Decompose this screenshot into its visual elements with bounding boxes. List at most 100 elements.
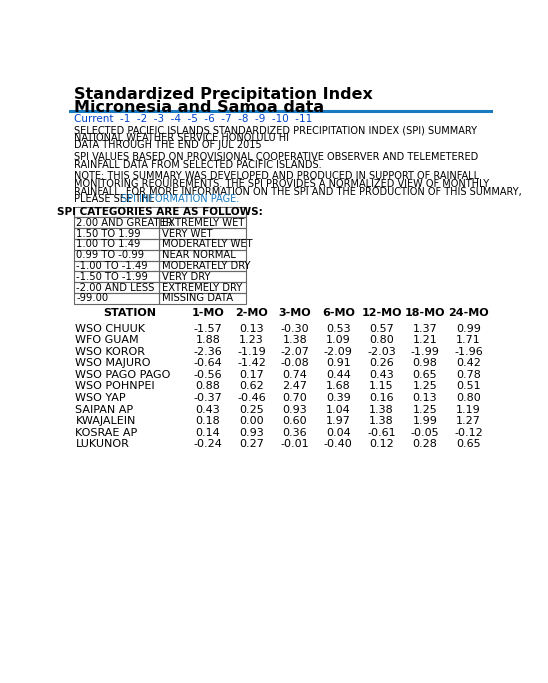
Bar — [159, 293, 246, 304]
Text: VERY WET: VERY WET — [162, 229, 212, 238]
Text: 0.25: 0.25 — [239, 404, 264, 415]
Bar — [74, 293, 159, 304]
Text: 0.65: 0.65 — [456, 439, 481, 449]
Text: 1.25: 1.25 — [413, 382, 437, 391]
Text: WSO MAJURO: WSO MAJURO — [76, 359, 151, 368]
Text: 1.23: 1.23 — [239, 335, 264, 346]
Text: 2-MO: 2-MO — [235, 308, 268, 318]
Text: 1.38: 1.38 — [369, 416, 394, 426]
Text: MONITORING REQUIREMENTS. THE SPI PROVIDES A NORMALIZED VIEW OF MONTHLY: MONITORING REQUIREMENTS. THE SPI PROVIDE… — [74, 179, 489, 189]
Text: 0.93: 0.93 — [239, 428, 264, 438]
Text: 1.09: 1.09 — [326, 335, 351, 346]
Text: RAINFALL DATA FROM SELECTED PACIFIC ISLANDS.: RAINFALL DATA FROM SELECTED PACIFIC ISLA… — [74, 160, 322, 170]
Text: 0.65: 0.65 — [413, 370, 437, 380]
Text: PLEASE SEE THE: PLEASE SEE THE — [74, 195, 158, 204]
Text: 2.00 AND GREATER: 2.00 AND GREATER — [76, 218, 173, 228]
Bar — [74, 282, 159, 293]
Text: 1.71: 1.71 — [456, 335, 481, 346]
Text: -2.09: -2.09 — [324, 347, 352, 357]
Text: WSO KOROR: WSO KOROR — [76, 347, 145, 357]
Text: DATA THROUGH THE END OF JUL 2015: DATA THROUGH THE END OF JUL 2015 — [74, 141, 261, 150]
Text: 1.27: 1.27 — [456, 416, 481, 426]
Text: KOSRAE AP: KOSRAE AP — [76, 428, 138, 438]
Text: VERY DRY: VERY DRY — [162, 272, 210, 282]
Text: MISSING DATA: MISSING DATA — [162, 293, 232, 303]
Text: 12-MO: 12-MO — [361, 308, 402, 318]
Text: STATION: STATION — [104, 308, 157, 318]
Bar — [159, 261, 246, 271]
Text: 1.97: 1.97 — [326, 416, 351, 426]
Text: 24-MO: 24-MO — [448, 308, 489, 318]
Text: 0.91: 0.91 — [326, 359, 351, 368]
Text: 6-MO: 6-MO — [322, 308, 355, 318]
Text: 1.15: 1.15 — [369, 382, 394, 391]
Text: SAIPAN AP: SAIPAN AP — [76, 404, 134, 415]
Bar — [159, 228, 246, 239]
Text: WSO YAP: WSO YAP — [76, 393, 126, 403]
Text: -0.37: -0.37 — [193, 393, 222, 403]
Text: -0.46: -0.46 — [237, 393, 266, 403]
Text: 0.18: 0.18 — [196, 416, 220, 426]
Text: 1.00 TO 1.49: 1.00 TO 1.49 — [76, 240, 141, 249]
Bar — [159, 271, 246, 282]
Text: NEAR NORMAL: NEAR NORMAL — [162, 250, 235, 260]
Bar — [159, 239, 246, 250]
Text: -2.36: -2.36 — [193, 347, 222, 357]
Text: 0.28: 0.28 — [413, 439, 437, 449]
Text: -1.42: -1.42 — [237, 359, 266, 368]
Text: 1.88: 1.88 — [196, 335, 220, 346]
Text: -0.05: -0.05 — [410, 428, 439, 438]
Text: MODERATELY WET: MODERATELY WET — [162, 240, 252, 249]
Bar — [159, 217, 246, 228]
Text: 1.99: 1.99 — [413, 416, 437, 426]
Text: 1.50 TO 1.99: 1.50 TO 1.99 — [76, 229, 141, 238]
Text: 0.74: 0.74 — [282, 370, 307, 380]
Text: 0.99 TO -0.99: 0.99 TO -0.99 — [76, 250, 144, 260]
Text: 0.57: 0.57 — [369, 324, 394, 334]
Text: 0.99: 0.99 — [456, 324, 481, 334]
Text: 1.68: 1.68 — [326, 382, 351, 391]
Text: -1.19: -1.19 — [237, 347, 266, 357]
Text: 0.53: 0.53 — [326, 324, 351, 334]
Text: EXTREMELY DRY: EXTREMELY DRY — [162, 283, 242, 292]
Text: 0.60: 0.60 — [282, 416, 307, 426]
Text: 0.13: 0.13 — [413, 393, 437, 403]
Bar — [159, 282, 246, 293]
Text: 0.14: 0.14 — [196, 428, 220, 438]
Text: 0.44: 0.44 — [326, 370, 351, 380]
Text: 0.88: 0.88 — [196, 382, 220, 391]
Text: 0.04: 0.04 — [326, 428, 351, 438]
Text: -1.00 TO -1.49: -1.00 TO -1.49 — [76, 261, 148, 271]
Text: WSO CHUUK: WSO CHUUK — [76, 324, 145, 334]
Text: -1.99: -1.99 — [410, 347, 439, 357]
Text: 0.17: 0.17 — [239, 370, 264, 380]
Text: KWAJALEIN: KWAJALEIN — [76, 416, 136, 426]
Text: SPI VALUES BASED ON PROVISIONAL COOPERATIVE OBSERVER AND TELEMETERED: SPI VALUES BASED ON PROVISIONAL COOPERAT… — [74, 152, 478, 162]
Text: -0.64: -0.64 — [193, 359, 222, 368]
Text: WFO GUAM: WFO GUAM — [76, 335, 139, 346]
Text: 1-MO: 1-MO — [192, 308, 224, 318]
Bar — [74, 250, 159, 261]
Bar — [74, 261, 159, 271]
Text: 0.16: 0.16 — [369, 393, 394, 403]
Text: 1.25: 1.25 — [413, 404, 437, 415]
Text: EXTREMELY WET: EXTREMELY WET — [162, 218, 244, 228]
Text: 0.80: 0.80 — [369, 335, 394, 346]
Text: 0.00: 0.00 — [239, 416, 264, 426]
Text: -99.00: -99.00 — [76, 293, 109, 303]
Text: 2.47: 2.47 — [282, 382, 307, 391]
Text: 0.42: 0.42 — [456, 359, 481, 368]
Text: NOTE: THIS SUMMARY WAS DEVELOPED AND PRODUCED IN SUPPORT OF RAINFALL: NOTE: THIS SUMMARY WAS DEVELOPED AND PRO… — [74, 171, 479, 181]
Text: 0.13: 0.13 — [239, 324, 264, 334]
Text: 0.39: 0.39 — [326, 393, 351, 403]
Text: -0.08: -0.08 — [281, 359, 309, 368]
Text: 0.78: 0.78 — [456, 370, 481, 380]
Text: NATIONAL WEATHER SERVICE HONOLULU HI: NATIONAL WEATHER SERVICE HONOLULU HI — [74, 133, 289, 143]
Text: Micronesia and Samoa data: Micronesia and Samoa data — [74, 100, 324, 115]
Text: -2.07: -2.07 — [281, 347, 309, 357]
Text: 1.19: 1.19 — [456, 404, 481, 415]
Text: -1.96: -1.96 — [454, 347, 483, 357]
Text: 3-MO: 3-MO — [278, 308, 311, 318]
Text: -0.24: -0.24 — [193, 439, 222, 449]
Text: SPI CATEGORIES ARE AS FOLLOWS:: SPI CATEGORIES ARE AS FOLLOWS: — [57, 207, 263, 217]
